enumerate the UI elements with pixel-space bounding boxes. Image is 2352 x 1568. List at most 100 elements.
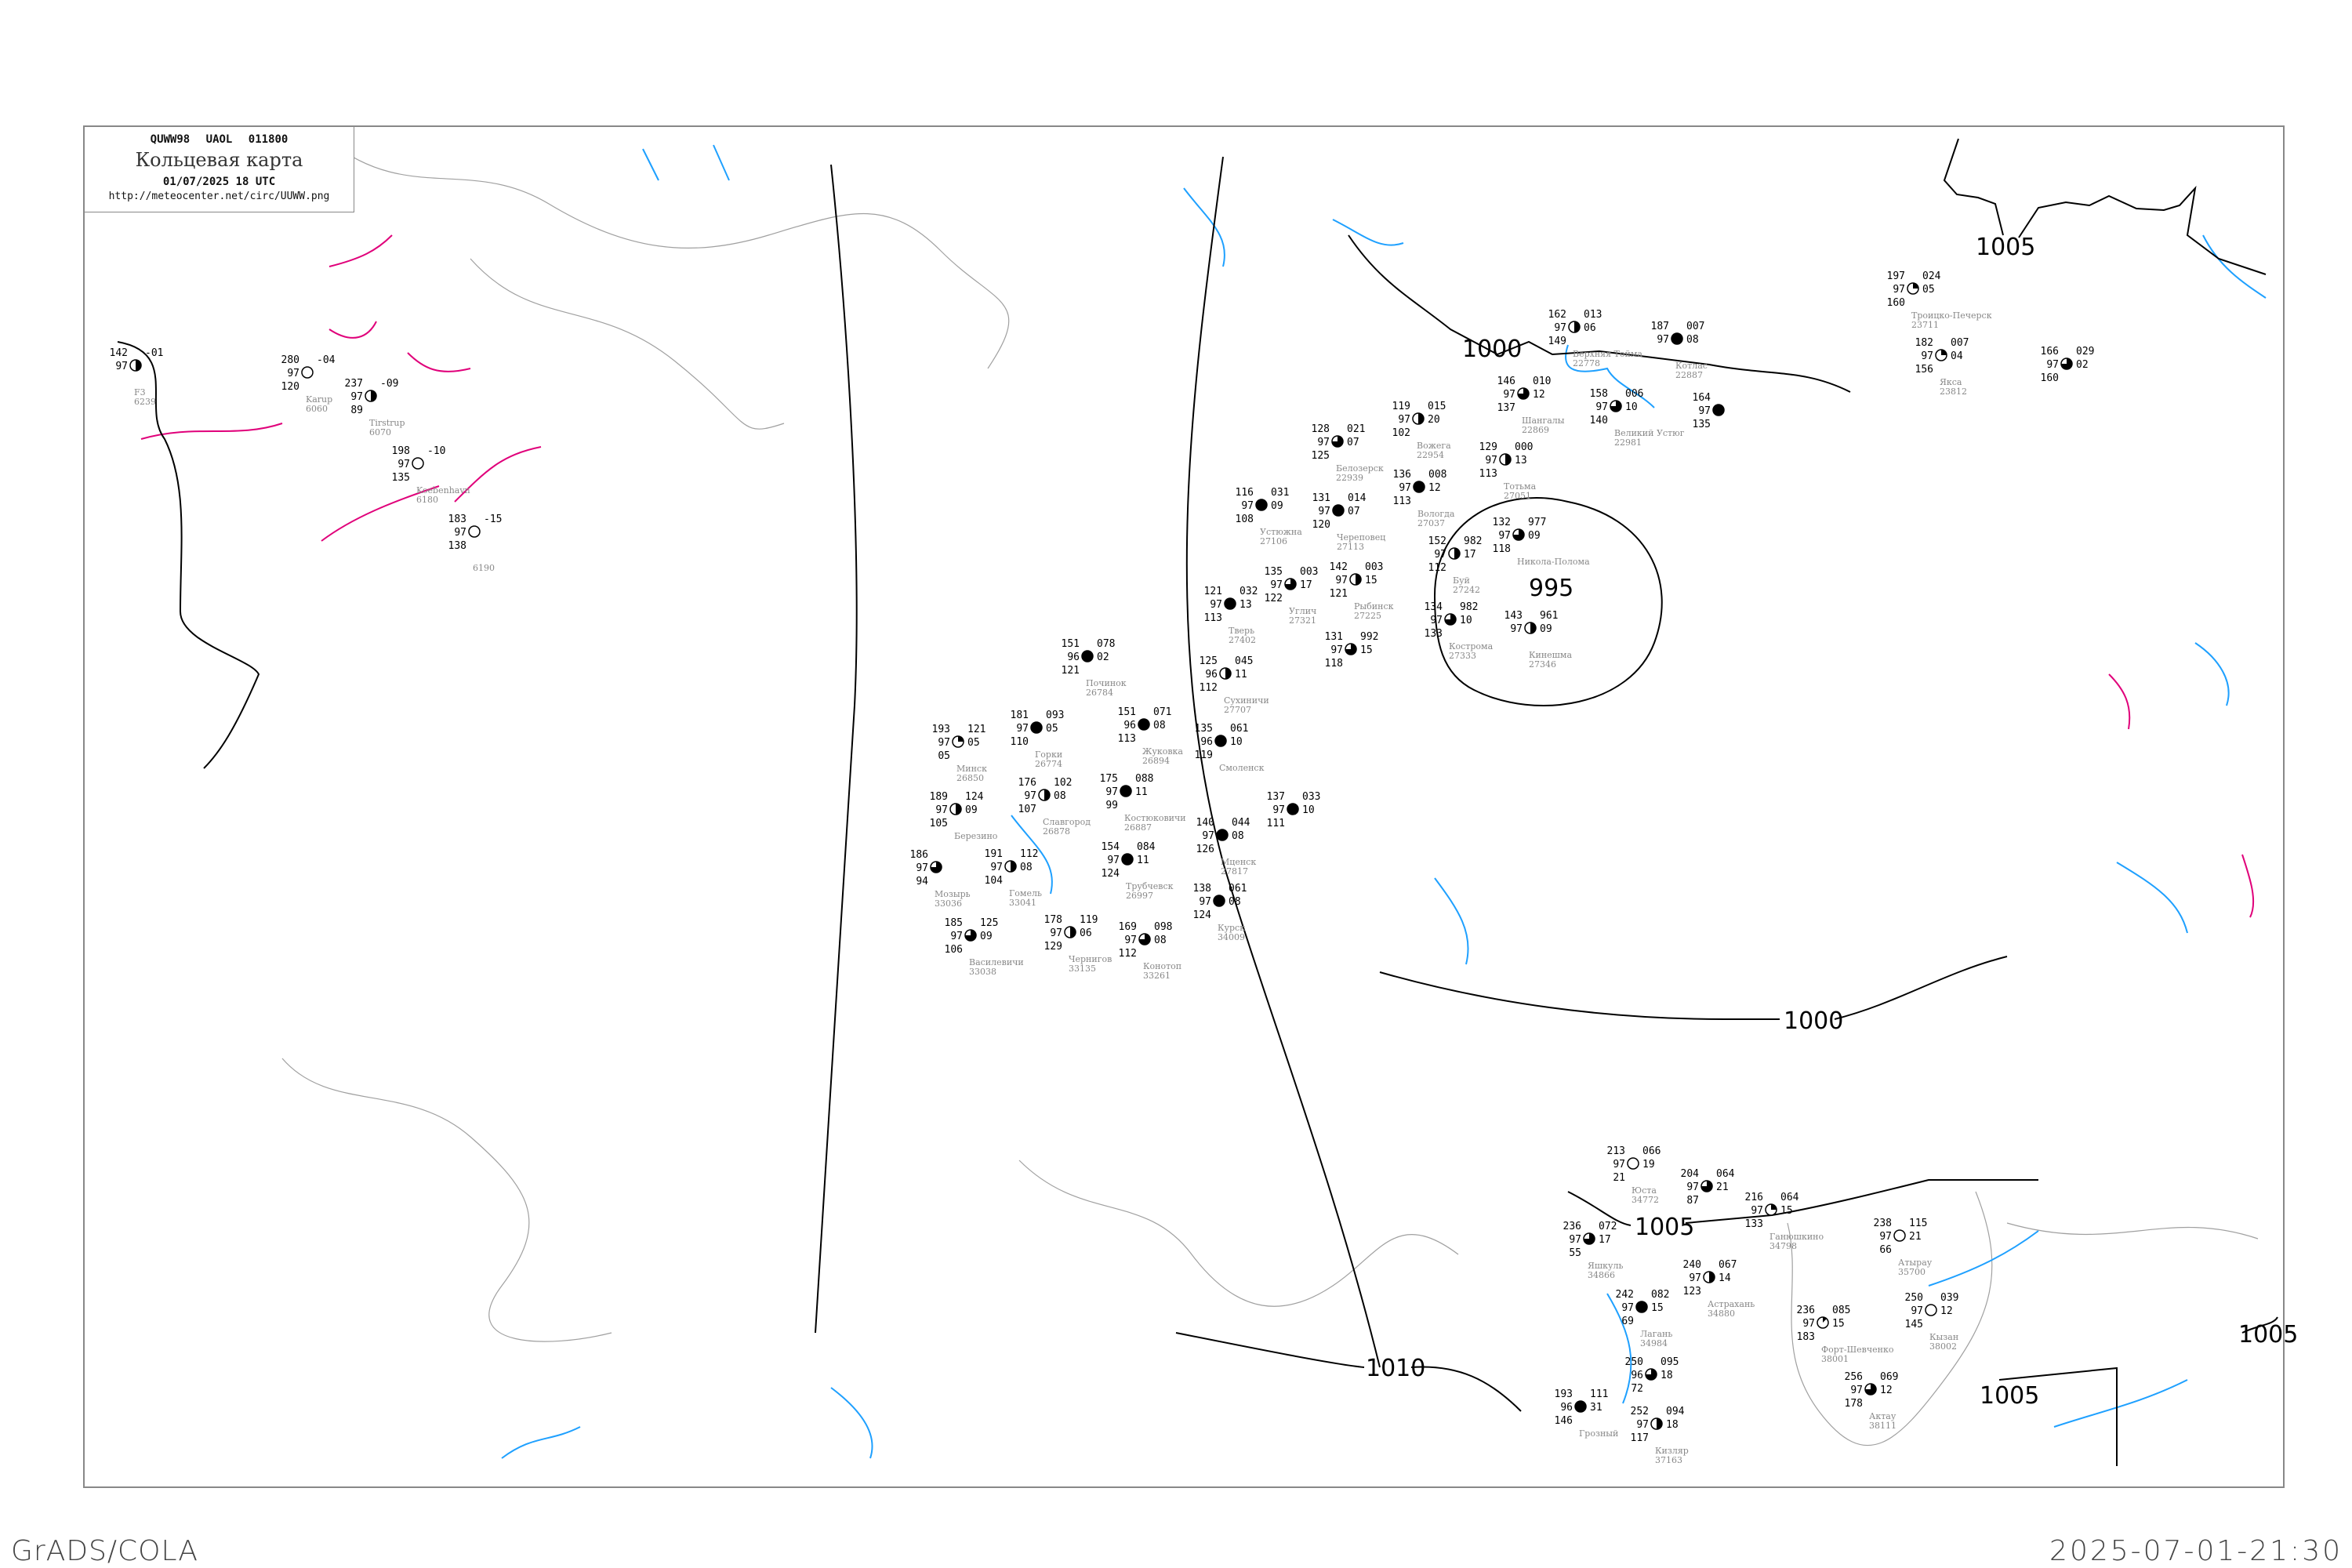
air-temperature: 252 xyxy=(1631,1406,1649,1417)
station-name: Яшкуль xyxy=(1588,1261,1623,1271)
pressure: 021 xyxy=(1347,423,1365,435)
station-name: Кинешма xyxy=(1529,650,1572,660)
station-index: 27106 xyxy=(1260,536,1287,546)
cloud-cover-fill xyxy=(1333,505,1344,516)
visibility: 97 xyxy=(1879,1231,1892,1243)
station-plot[interactable]: 250 96 72 095 18 xyxy=(1625,1356,1679,1395)
station-name: Череповец xyxy=(1337,532,1385,543)
pressure: 064 xyxy=(1716,1168,1735,1180)
air-temperature: 183 xyxy=(448,514,466,525)
station-index: 27333 xyxy=(1449,651,1476,661)
isobar-labels: 1005 1000 995 1000 1005 1010 1005 1005 xyxy=(1366,234,2298,1410)
cloud-cover-fill xyxy=(1513,529,1524,540)
station-index: 26774 xyxy=(1035,759,1062,769)
pressure-tendency: 21 xyxy=(1716,1181,1729,1193)
cloud-cover-fill xyxy=(1657,1418,1662,1429)
station-name: Вологда xyxy=(1417,509,1455,519)
isobar-west xyxy=(117,341,260,769)
cloud-cover-fill xyxy=(1139,934,1150,945)
cloud-cover-fill xyxy=(956,804,961,815)
station-name: Актау xyxy=(1869,1411,1896,1421)
station-name: Юста xyxy=(1632,1185,1657,1196)
dew-point: 121 xyxy=(1330,588,1348,600)
pressure: 066 xyxy=(1642,1145,1661,1157)
cloud-cover-fill xyxy=(1646,1369,1657,1380)
cloud-cover-fill xyxy=(1356,574,1361,585)
pressure: 085 xyxy=(1832,1305,1850,1316)
station-name: Тверь xyxy=(1229,626,1254,636)
pressure: 119 xyxy=(1080,914,1098,926)
visibility: 97 xyxy=(1016,723,1029,735)
pressure-tendency: 15 xyxy=(1365,575,1377,586)
pressure-tendency: 13 xyxy=(1515,455,1527,466)
cloud-cover-fill xyxy=(136,360,141,371)
dew-point: 120 xyxy=(1312,519,1330,531)
station-index: 22939 xyxy=(1336,473,1363,483)
dew-point: 72 xyxy=(1631,1383,1643,1395)
pressure-tendency: 09 xyxy=(1528,530,1541,542)
pressure: 045 xyxy=(1235,655,1253,667)
pressure-tendency: 12 xyxy=(1533,389,1545,401)
visibility: 97 xyxy=(1318,506,1330,517)
isobar-label: 1005 xyxy=(1976,234,2035,261)
visibility: 97 xyxy=(350,391,363,403)
